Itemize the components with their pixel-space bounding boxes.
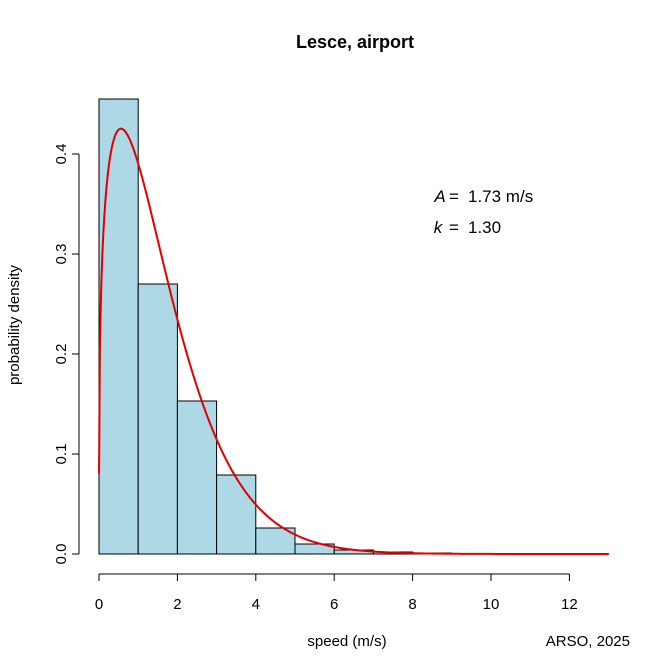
x-tick-label: 8 xyxy=(408,596,416,613)
y-axis-label: probability density xyxy=(6,264,23,385)
histogram-bar xyxy=(255,527,296,555)
histogram-bars xyxy=(98,98,610,555)
x-tick-label: 12 xyxy=(561,596,578,613)
weibull-parameters: A = 1.73 m/s k = 1.30 xyxy=(433,187,533,237)
x-axis-label: speed (m/s) xyxy=(307,633,386,650)
chart-title: Lesce, airport xyxy=(296,32,414,52)
x-tick-label: 2 xyxy=(173,596,181,613)
shape-value: 1.30 xyxy=(468,218,501,237)
histogram-bar xyxy=(294,543,335,555)
shape-symbol: k xyxy=(434,218,444,237)
histogram-bar xyxy=(137,283,178,555)
x-tick-label: 6 xyxy=(330,596,338,613)
weibull-fit-curve xyxy=(98,127,609,555)
scale-equals: = xyxy=(449,187,459,206)
scale-value: 1.73 m/s xyxy=(468,187,533,206)
histogram-bar xyxy=(176,400,218,555)
y-axis: 0.0 0.1 0.2 0.3 0.4 xyxy=(53,144,80,565)
y-tick-label: 0.1 xyxy=(53,444,70,465)
x-axis: 0 2 4 6 8 10 12 xyxy=(95,573,578,613)
y-tick-label: 0.0 xyxy=(53,544,70,565)
histogram-bar xyxy=(98,98,139,555)
credit-text: ARSO, 2025 xyxy=(546,633,630,650)
x-tick-label: 4 xyxy=(252,596,260,613)
x-tick-label: 0 xyxy=(95,596,103,613)
y-tick-label: 0.2 xyxy=(53,344,70,365)
histogram-bar xyxy=(216,474,257,555)
y-tick-label: 0.3 xyxy=(53,244,70,265)
x-tick-label: 10 xyxy=(483,596,500,613)
shape-equals: = xyxy=(449,218,459,237)
y-tick-label: 0.4 xyxy=(53,144,70,165)
scale-symbol: A xyxy=(433,187,445,206)
